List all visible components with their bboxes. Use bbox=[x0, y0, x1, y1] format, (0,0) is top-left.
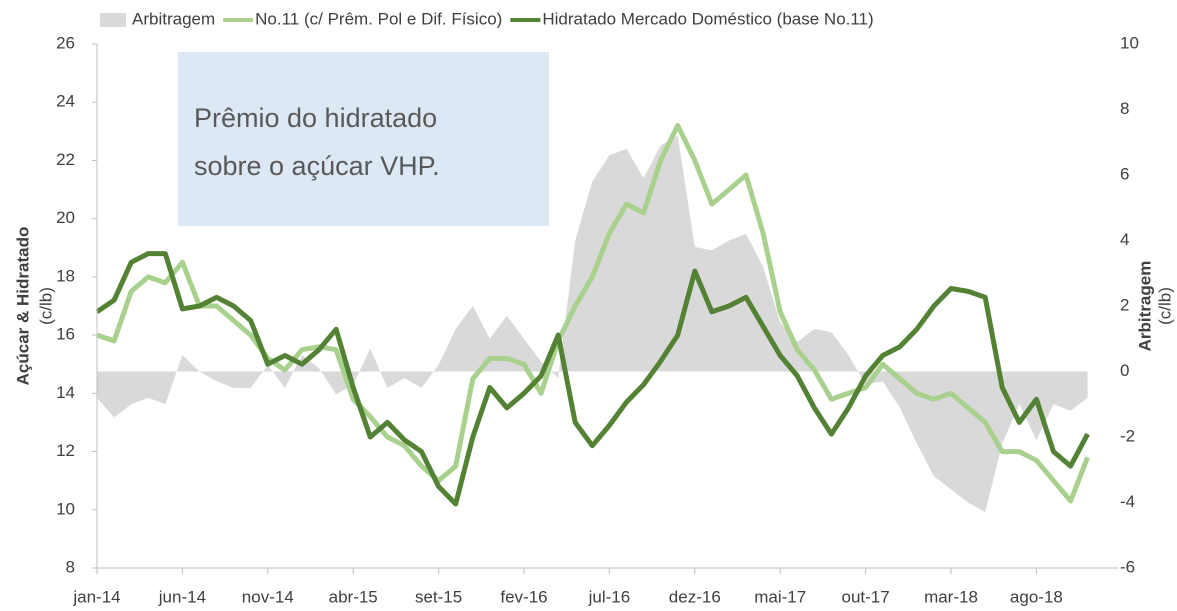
y-tick-label: 22 bbox=[56, 150, 75, 169]
x-tick-label: mar-18 bbox=[924, 587, 978, 606]
legend-swatch bbox=[100, 13, 126, 27]
y-tick-label: 14 bbox=[56, 383, 75, 402]
y2-tick-label: 6 bbox=[1120, 164, 1129, 183]
y2-tick-label: 10 bbox=[1120, 33, 1139, 52]
y-tick-label: 24 bbox=[56, 92, 75, 111]
y2-axis-unit: (c/lb) bbox=[1155, 287, 1174, 325]
y2-tick-label: 2 bbox=[1120, 295, 1129, 314]
y2-tick-label: -2 bbox=[1120, 426, 1135, 445]
line bbox=[95, 251, 1090, 507]
y-axis-unit: (c/lb) bbox=[36, 287, 55, 325]
y-tick-label: 26 bbox=[56, 33, 75, 52]
x-tick-label: dez-16 bbox=[669, 587, 721, 606]
legend-label: Hidratado Mercado Doméstico (base No.11) bbox=[542, 9, 873, 28]
y2-tick-label: 0 bbox=[1120, 361, 1129, 380]
annotation-box bbox=[178, 52, 549, 226]
y-tick-label: 10 bbox=[56, 499, 75, 518]
legend-label: Arbitragem bbox=[132, 9, 215, 28]
y-tick-label: 16 bbox=[56, 325, 75, 344]
y-tick-label: 8 bbox=[66, 557, 75, 576]
y-axis-label: Açúcar & Hidratado bbox=[13, 227, 32, 386]
x-tick-label: ago-18 bbox=[1010, 587, 1063, 606]
x-tick-label: out-17 bbox=[841, 587, 889, 606]
x-tick-label: set-15 bbox=[415, 587, 462, 606]
y-tick-label: 18 bbox=[56, 266, 75, 285]
x-tick-label: mai-17 bbox=[754, 587, 806, 606]
y-tick-label: 20 bbox=[56, 208, 75, 227]
annotation: Prêmio do hidratado bbox=[194, 103, 437, 133]
x-tick-label: jun-14 bbox=[158, 587, 206, 606]
y-tick-label: 12 bbox=[56, 441, 75, 460]
x-tick-label: jan-14 bbox=[72, 587, 120, 606]
annotation: sobre o açúcar VHP. bbox=[194, 151, 440, 181]
area bbox=[97, 135, 1088, 513]
legend-label: No.11 (c/ Prêm. Pol e Dif. Físico) bbox=[255, 9, 502, 28]
y2-axis-label: Arbitragem bbox=[1135, 261, 1154, 352]
y2-tick-label: -4 bbox=[1120, 492, 1135, 511]
x-tick-label: abr-15 bbox=[329, 587, 378, 606]
y2-tick-label: 4 bbox=[1120, 230, 1129, 249]
y2-tick-label: -6 bbox=[1120, 557, 1135, 576]
x-tick-label: jul-16 bbox=[588, 587, 631, 606]
y2-tick-label: 8 bbox=[1120, 99, 1129, 118]
x-tick-label: fev-16 bbox=[500, 587, 547, 606]
x-tick-label: nov-14 bbox=[242, 587, 294, 606]
